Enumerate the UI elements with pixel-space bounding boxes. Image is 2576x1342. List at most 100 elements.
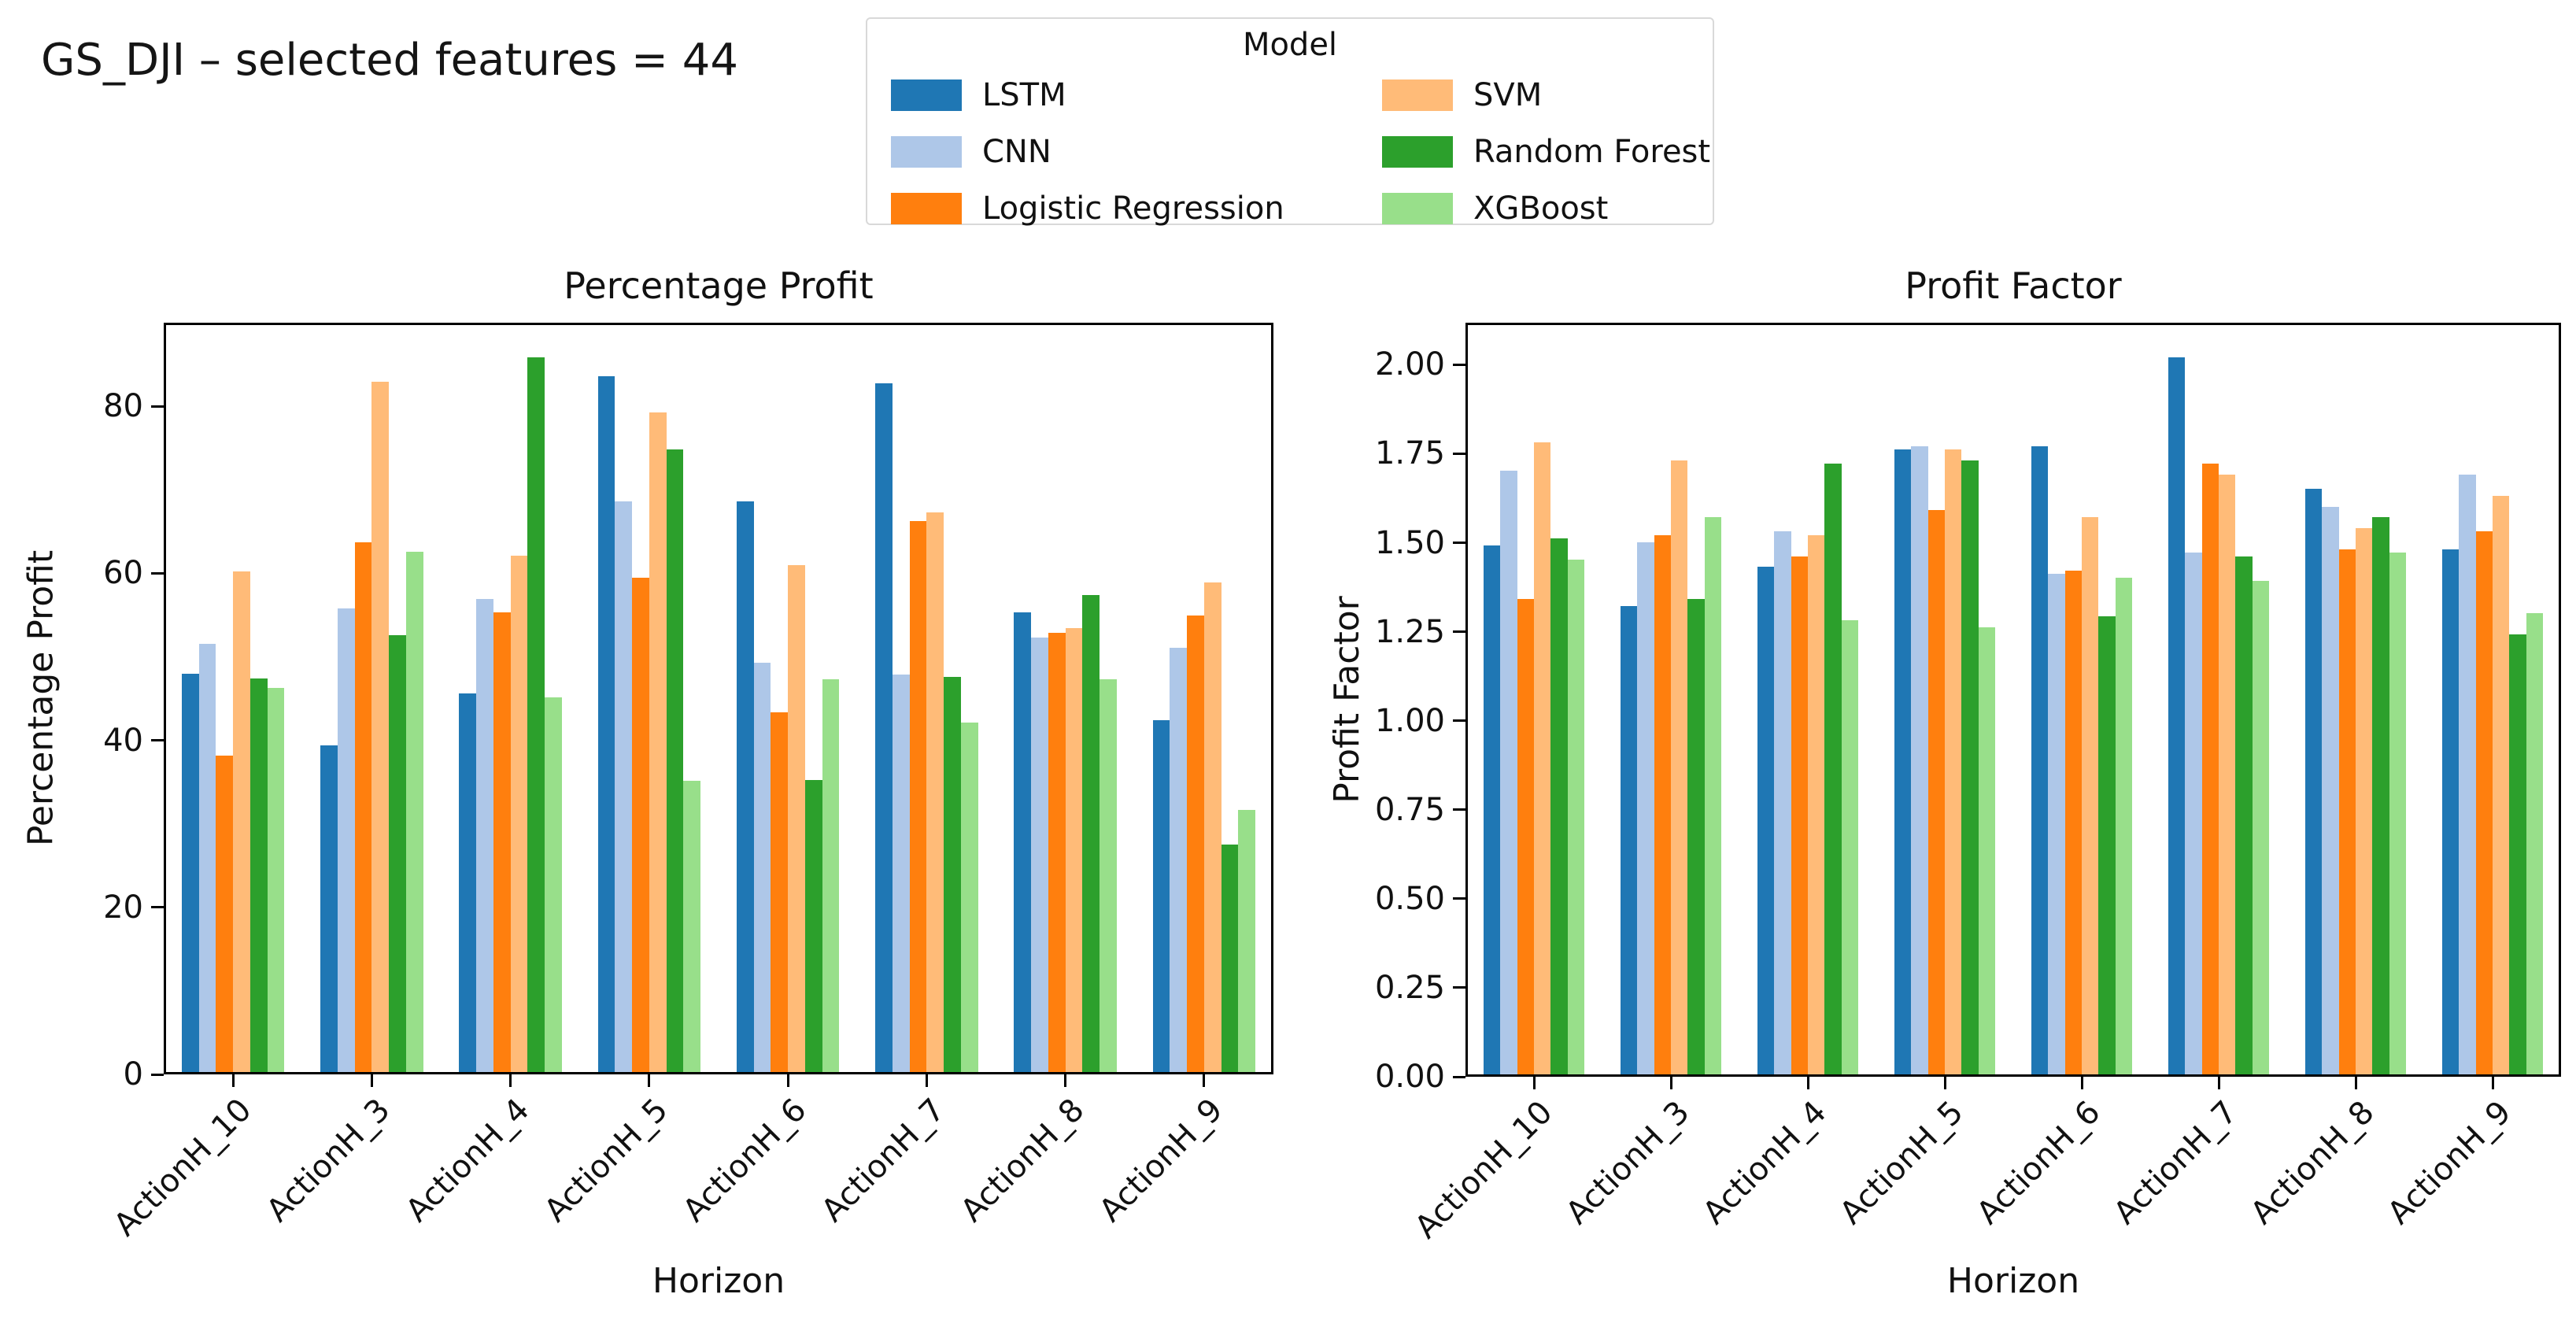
bar-svm (1203, 582, 1221, 1072)
legend-item: Logistic Regression (891, 190, 1332, 227)
y-tick-label: 0.50 (1374, 880, 1445, 917)
x-tick-label: ActionH_10 (107, 1092, 259, 1244)
x-tick-label: ActionH_9 (2381, 1094, 2519, 1232)
bar-logistic-regression (1791, 556, 1808, 1074)
bar-lstm (597, 375, 615, 1072)
bar-random-forest (2509, 634, 2526, 1074)
legend-swatch-svm (1382, 79, 1453, 111)
bar-logistic-regression (771, 712, 789, 1072)
bar-logistic-regression (909, 520, 927, 1072)
bar-xgboost (822, 678, 840, 1072)
bar-xgboost (405, 551, 423, 1072)
x-tick-label: ActionH_8 (953, 1092, 1092, 1229)
legend-item: CNN (891, 134, 1332, 170)
bar-lstm (1620, 605, 1638, 1074)
bar-xgboost (1841, 619, 1859, 1074)
bar-logistic-regression (493, 612, 511, 1072)
legend-item: LSTM (891, 77, 1332, 113)
bar-svm (2219, 474, 2236, 1074)
bar-xgboost (1567, 560, 1585, 1074)
bar-logistic-regression (1048, 632, 1066, 1072)
x-tick-label: ActionH_9 (1092, 1092, 1230, 1229)
bar-lstm (2168, 357, 2186, 1074)
bar-logistic-regression (2338, 549, 2356, 1074)
x-tick (370, 1074, 373, 1087)
bar-cnn (1170, 647, 1188, 1072)
bar-xgboost (2252, 581, 2270, 1074)
bar-logistic-regression (1517, 598, 1534, 1074)
bar-cnn (198, 644, 216, 1072)
bar-lstm (459, 693, 477, 1072)
bar-cnn (1500, 471, 1517, 1074)
bar-xgboost (2115, 577, 2133, 1074)
bar-random-forest (1824, 464, 1842, 1074)
bar-cnn (615, 501, 633, 1072)
legend-item-label: XGBoost (1473, 190, 1609, 227)
bar-svm (649, 412, 667, 1072)
bar-lstm (181, 674, 199, 1072)
bar-random-forest (1961, 460, 1979, 1074)
bar-lstm (2304, 489, 2323, 1074)
x-tick (925, 1074, 928, 1087)
legend-column: LSTM CNN Logistic Regression (891, 77, 1332, 227)
bar-svm (2356, 527, 2373, 1074)
y-tick (1453, 542, 1465, 545)
legend-swatch-lstm (891, 79, 962, 111)
bar-logistic-regression (1187, 616, 1204, 1072)
y-tick-label: 1.25 (1374, 613, 1445, 650)
y-tick-label: 2.00 (1374, 346, 1445, 383)
legend-item-label: Random Forest (1473, 134, 1711, 170)
legend-swatch-xgboost (1382, 193, 1453, 224)
bar-lstm (1894, 449, 1912, 1074)
bar-logistic-regression (2475, 531, 2493, 1074)
legend-item: XGBoost (1382, 190, 1710, 227)
y-tick (1453, 452, 1465, 455)
legend-columns: LSTM CNN Logistic Regression SVM Random Fore… (891, 77, 1713, 227)
bar-xgboost (1978, 627, 1996, 1074)
bar-logistic-regression (1927, 510, 1945, 1074)
y-tick (1453, 808, 1465, 811)
y-tick-label: 1.50 (1374, 524, 1445, 561)
x-tick-label: ActionH_5 (1833, 1094, 1971, 1232)
y-tick (151, 1073, 164, 1076)
x-tick (2354, 1077, 2357, 1089)
x-tick (1064, 1074, 1067, 1087)
x-tick-label: ActionH_7 (815, 1092, 952, 1229)
y-tick (1453, 897, 1465, 900)
y-axis-label-percentage-profit: Percentage Profit (20, 549, 61, 847)
bar-logistic-regression (2201, 464, 2219, 1074)
y-tick-label: 20 (103, 889, 143, 926)
bar-random-forest (527, 357, 545, 1072)
legend-swatch-cnn (891, 136, 962, 168)
y-tick-label: 1.00 (1374, 702, 1445, 739)
x-axis-label-horizon-right: Horizon (1946, 1261, 2080, 1301)
bar-random-forest (1082, 594, 1100, 1072)
bar-svm (1671, 460, 1688, 1074)
x-tick (1806, 1077, 1809, 1089)
bar-random-forest (666, 449, 684, 1072)
x-tick (648, 1074, 651, 1087)
x-tick (786, 1074, 789, 1087)
figure-title: GS_DJI – selected features = 44 (41, 35, 739, 86)
legend-item: Random Forest (1382, 134, 1710, 170)
y-tick (151, 906, 164, 909)
bar-random-forest (389, 634, 406, 1072)
legend-item-label: CNN (982, 134, 1051, 170)
bar-cnn (1774, 531, 1791, 1074)
x-tick (1669, 1077, 1672, 1089)
bar-random-forest (944, 676, 961, 1072)
y-tick-label: 0.00 (1374, 1059, 1445, 1095)
legend-swatch-random-forest (1382, 136, 1453, 168)
bar-cnn (476, 599, 493, 1072)
x-tick (1532, 1077, 1536, 1089)
bar-lstm (1014, 612, 1032, 1072)
x-tick-label: ActionH_3 (1559, 1094, 1697, 1232)
bar-xgboost (545, 697, 562, 1072)
legend-item: SVM (1382, 77, 1710, 113)
bar-cnn (2048, 574, 2065, 1074)
bar-cnn (2185, 553, 2202, 1074)
bar-lstm (1483, 545, 1501, 1074)
y-tick-label: 0.25 (1374, 969, 1445, 1006)
bar-svm (1808, 534, 1825, 1074)
